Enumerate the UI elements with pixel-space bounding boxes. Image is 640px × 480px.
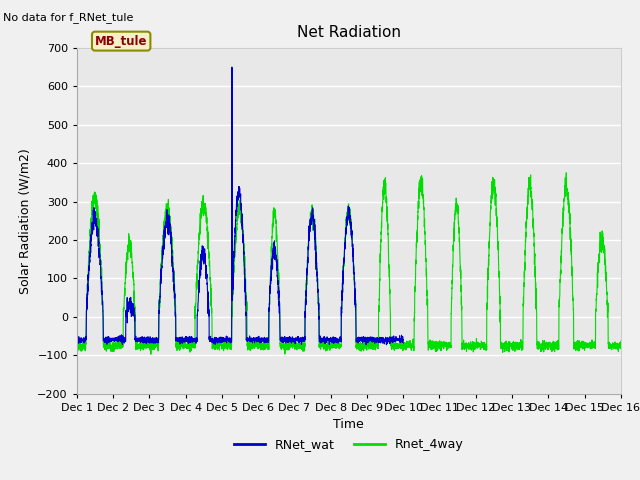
RNet_wat: [171, 288, 179, 293]
Rnet_4way: [471, 344, 479, 350]
Legend: RNet_wat, Rnet_4way: RNet_wat, Rnet_4way: [229, 433, 468, 456]
Rnet_4way: [616, 342, 624, 348]
Rnet_4way: [502, 340, 509, 346]
Rnet_4way: [171, 287, 179, 292]
Line: RNet_wat: RNet_wat: [77, 67, 403, 345]
Text: MB_tule: MB_tule: [95, 35, 147, 48]
Line: Rnet_4way: Rnet_4way: [77, 173, 621, 354]
Rnet_4way: [563, 170, 570, 176]
RNet_wat: [328, 336, 336, 341]
Rnet_4way: [147, 351, 155, 357]
Y-axis label: Solar Radiation (W/m2): Solar Radiation (W/m2): [19, 148, 32, 294]
Text: No data for f_RNet_tule: No data for f_RNet_tule: [3, 12, 134, 23]
Rnet_4way: [329, 343, 337, 349]
Rnet_4way: [617, 338, 625, 344]
Title: Net Radiation: Net Radiation: [297, 25, 401, 40]
Rnet_4way: [441, 342, 449, 348]
X-axis label: Time: Time: [333, 418, 364, 431]
RNet_wat: [73, 336, 81, 342]
Rnet_4way: [73, 343, 81, 349]
